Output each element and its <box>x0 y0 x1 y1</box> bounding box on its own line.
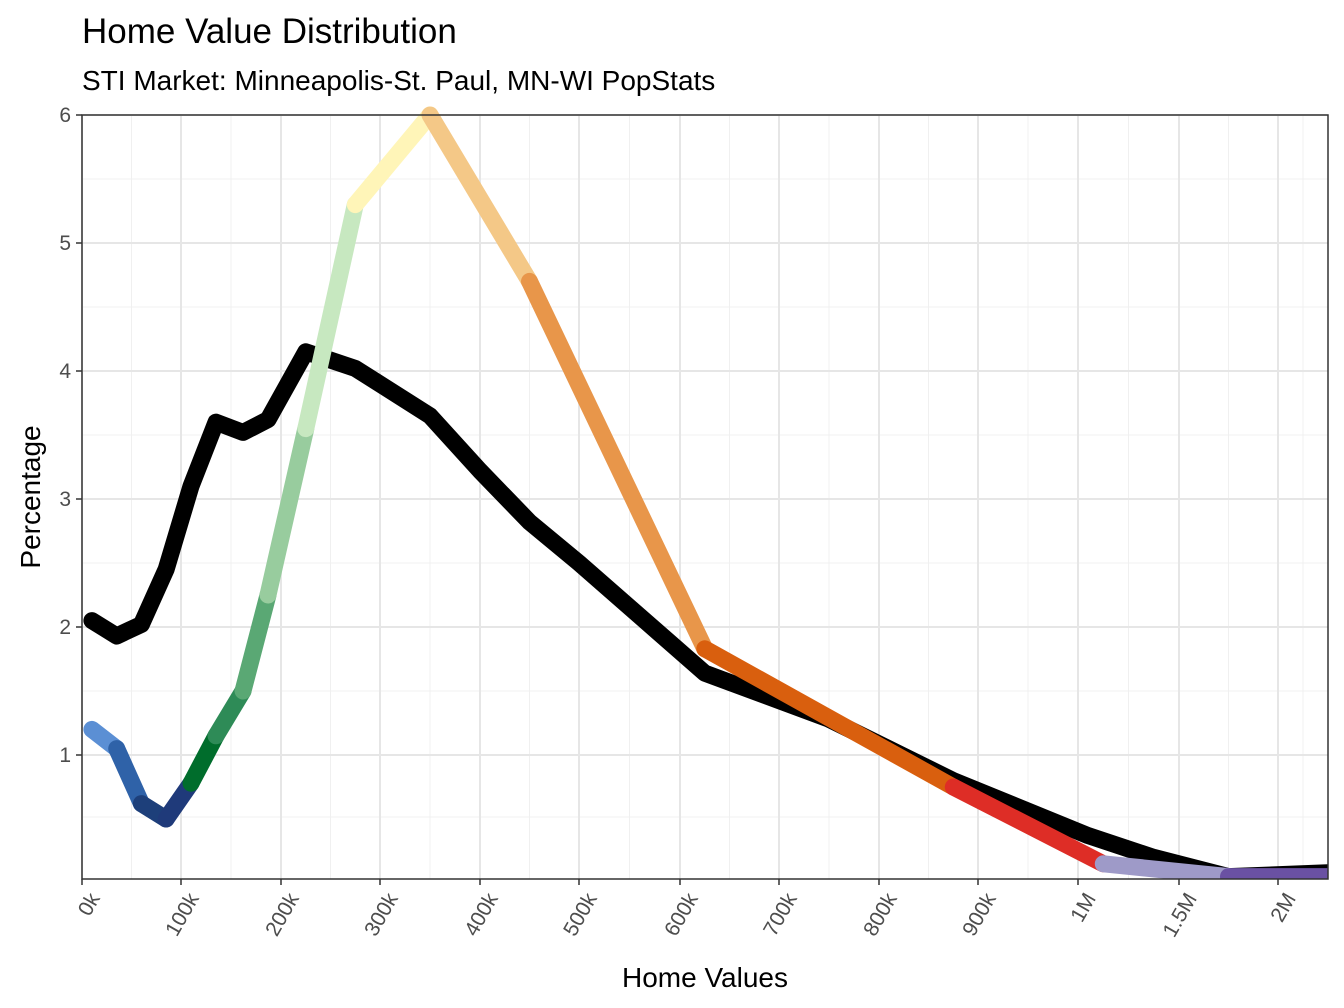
y-tick-label: 1 <box>59 744 71 767</box>
y-tick-label: 4 <box>59 360 71 383</box>
series-segment <box>944 778 1112 873</box>
series-segment <box>108 740 150 813</box>
y-tick-label: 5 <box>59 232 71 255</box>
chart-subtitle: STI Market: Minneapolis-St. Paul, MN-WI … <box>82 65 716 96</box>
series-segment <box>696 640 962 796</box>
x-tick-label: 300k <box>360 889 403 940</box>
series-segment <box>421 106 538 290</box>
series-segment <box>182 727 225 792</box>
x-tick-label: 400k <box>460 889 503 940</box>
major-gridlines <box>81 114 1328 879</box>
x-tick-label: 200k <box>261 889 304 940</box>
x-axis-ticks: 0k 100k 200k 300k 400k 500k 600k 700k 800k 900k 1M… <box>74 879 1301 941</box>
series-segment <box>234 586 277 700</box>
x-tick-label: 100k <box>161 889 204 940</box>
x-tick-label: 800k <box>859 889 902 940</box>
series-layer <box>83 106 1328 879</box>
x-tick-label: 700k <box>759 889 802 940</box>
series-segment <box>259 420 315 604</box>
series-segment <box>297 196 364 438</box>
series-segment <box>207 682 252 745</box>
y-tick-label: 3 <box>59 488 71 511</box>
x-tick-label: 600k <box>660 889 703 940</box>
x-tick-label: 0k <box>74 889 105 920</box>
y-axis-ticks: 1 2 3 4 5 6 <box>59 104 82 767</box>
plot-border <box>81 114 1329 880</box>
y-tick-label: 2 <box>59 616 71 639</box>
x-tick-label: 500k <box>559 889 602 940</box>
y-tick-label: 6 <box>59 104 71 127</box>
series-segment <box>346 106 439 214</box>
chart-title: Home Value Distribution <box>82 12 457 51</box>
series-segment <box>1094 855 1237 879</box>
y-axis-title: Percentage <box>15 425 46 568</box>
x-tick-label: 2M <box>1266 889 1301 926</box>
x-tick-label: 1M <box>1066 889 1101 926</box>
x-tick-label: 1.5M <box>1159 889 1202 941</box>
x-axis-title: Home Values <box>622 962 788 993</box>
x-tick-label: 900k <box>958 889 1001 940</box>
series-line-total <box>83 343 1328 879</box>
series-segment <box>521 272 714 658</box>
minor-gridlines <box>82 115 1328 879</box>
